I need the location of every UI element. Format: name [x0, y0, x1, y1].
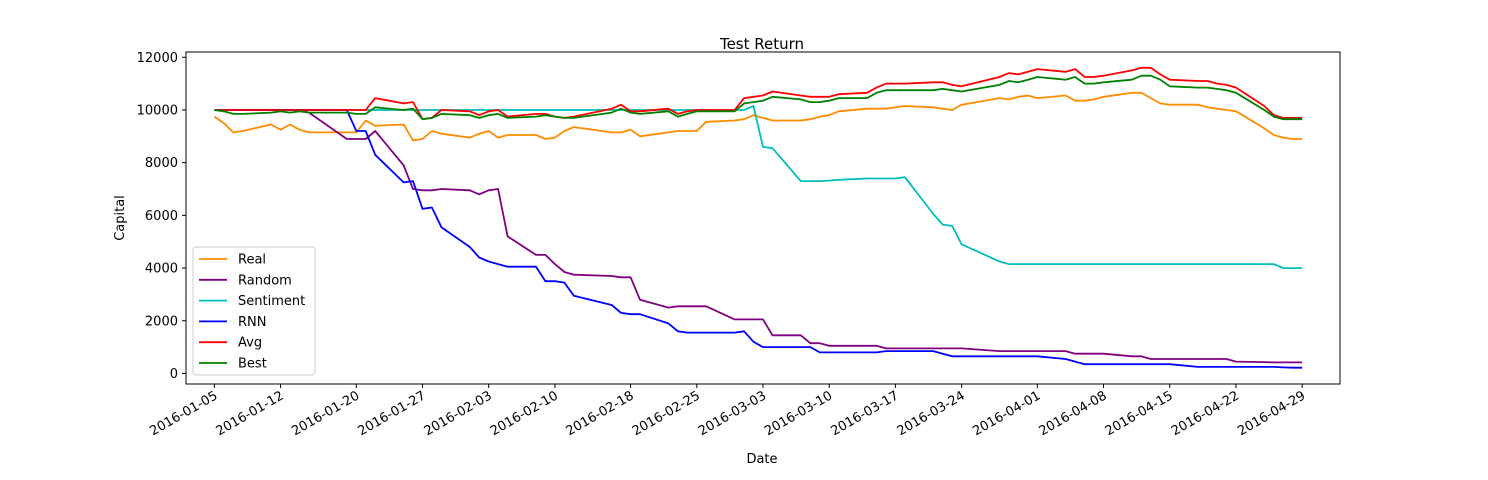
x-tick-label: 2016-02-25: [630, 388, 703, 439]
x-tick-label: 2016-04-29: [1235, 388, 1308, 439]
x-tick-label: 2016-03-24: [895, 388, 968, 439]
x-tick-label: 2016-04-08: [1037, 388, 1110, 439]
legend-label-random: Random: [238, 273, 292, 288]
x-tick-label: 2016-03-10: [762, 388, 835, 439]
y-axis-label: Capital: [113, 195, 128, 241]
y-tick-label: 10000: [137, 103, 178, 118]
x-tick-label: 2016-01-20: [289, 388, 362, 439]
x-tick-label: 2016-04-01: [970, 388, 1043, 439]
legend: Real Random Sentiment RNN Avg Best: [192, 246, 316, 376]
legend-label-rnn: RNN: [238, 315, 266, 330]
series-line-sentiment: [214, 105, 1303, 270]
x-tick-label: 2016-01-12: [214, 388, 287, 439]
series-line-random: [214, 109, 1303, 364]
chart-title: Test Return: [719, 35, 804, 53]
x-tick-label: 2016-02-18: [564, 388, 637, 439]
x-tick-label: 2016-01-27: [356, 388, 429, 439]
x-tick-label: 2016-03-03: [696, 388, 769, 439]
legend-label-best: Best: [238, 357, 267, 372]
series-line-real: [213, 91, 1303, 142]
y-axis: 0 2000 4000 6000 8000 10000 12000: [137, 51, 186, 382]
y-tick-label: 0: [170, 367, 178, 382]
x-tick-label: 2016-03-17: [828, 388, 901, 439]
y-tick-label: 6000: [145, 209, 178, 224]
legend-label-sentiment: Sentiment: [238, 294, 305, 309]
y-tick-label: 8000: [145, 156, 178, 171]
legend-label-real: Real: [238, 253, 266, 268]
x-tick-label: 2016-04-22: [1169, 388, 1242, 439]
x-tick-label: 2016-02-03: [422, 388, 495, 439]
y-tick-label: 12000: [137, 51, 178, 66]
plot-frame: [185, 51, 1341, 385]
series-lines: [213, 66, 1303, 369]
y-tick-label: 4000: [145, 262, 178, 277]
series-line-avg: [214, 66, 1303, 121]
legend-label-avg: Avg: [238, 336, 262, 351]
y-tick-label: 2000: [145, 314, 178, 329]
series-line-rnn: [214, 109, 1303, 369]
series-line-best: [214, 74, 1303, 121]
x-axis-label: Date: [746, 452, 777, 467]
x-tick-label: 2016-02-10: [488, 388, 561, 439]
x-tick-label: 2016-01-05: [147, 388, 220, 439]
x-tick-label: 2016-04-15: [1103, 388, 1176, 439]
